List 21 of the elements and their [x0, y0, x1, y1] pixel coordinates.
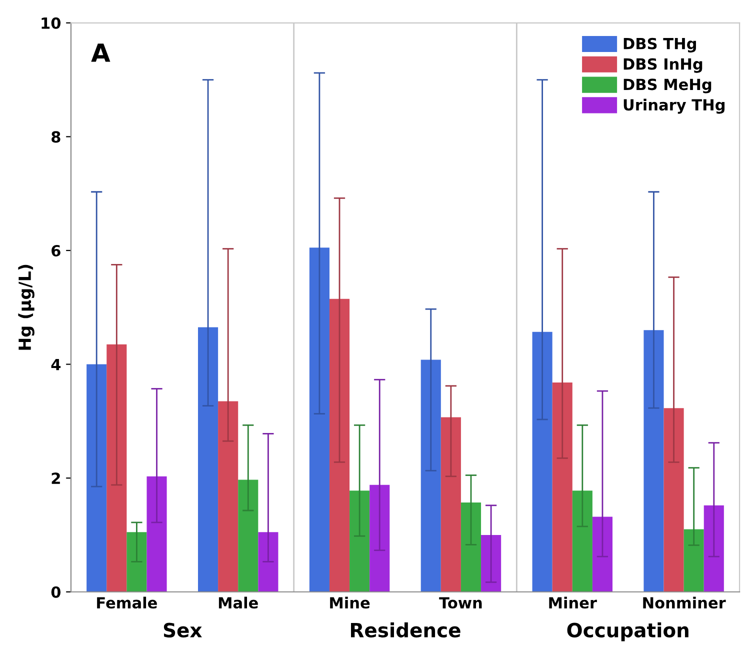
- legend-label: DBS MeHg: [624, 78, 712, 94]
- y-tick-label: 0: [51, 586, 61, 598]
- x-tick-label: Female: [97, 596, 157, 609]
- legend-label: DBS InHg: [624, 58, 702, 73]
- x-tick-label: Town: [439, 597, 482, 609]
- y-tick-label: 6: [52, 244, 60, 257]
- x-tick-label: Miner: [549, 596, 597, 609]
- y-tick-label: 4: [51, 358, 61, 370]
- legend-label: Urinary THg: [624, 98, 724, 114]
- annotation: A: [91, 44, 110, 62]
- x-tick-label: Male: [218, 596, 258, 609]
- legend-label: DBS THg: [624, 38, 696, 52]
- x-tick-label: Nonminer: [643, 596, 726, 609]
- y-tick-label: 8: [52, 131, 60, 143]
- y-axis-title: Hg (µg/L): [18, 264, 34, 350]
- text: Residence: [351, 622, 460, 638]
- x-tick-label: Mine: [330, 596, 370, 609]
- text: Occupation: [567, 622, 688, 642]
- y-tick-label: 2: [52, 472, 60, 484]
- y-tick-label: 10: [42, 17, 61, 29]
- text: Sex: [164, 622, 202, 638]
